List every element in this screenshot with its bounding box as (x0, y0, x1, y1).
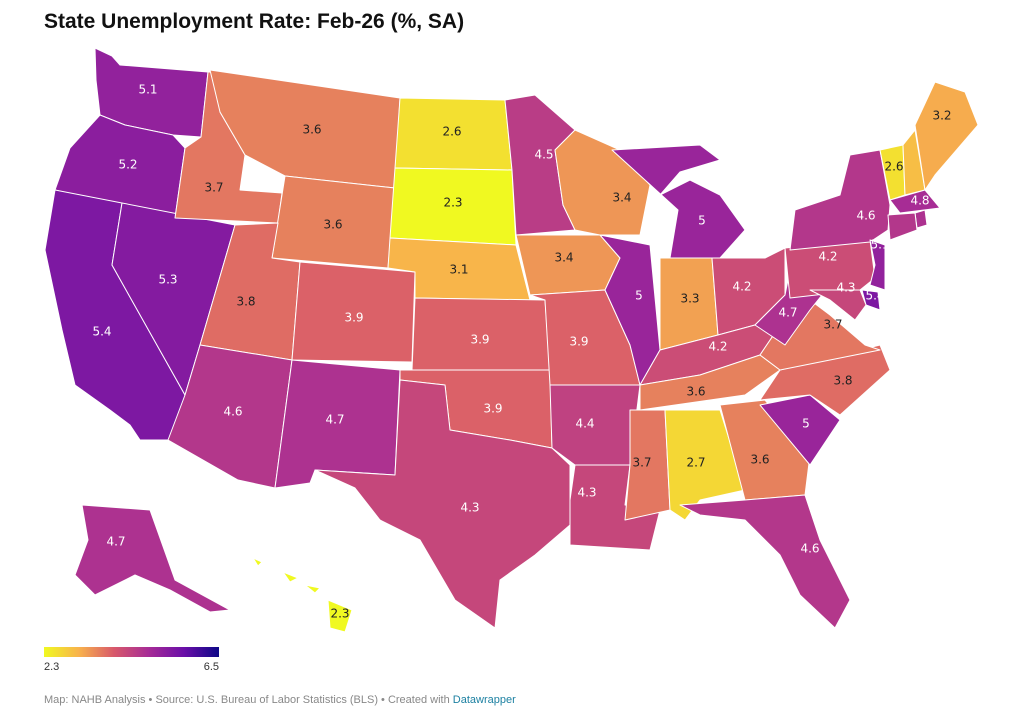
state-value-label-id: 3.7 (204, 181, 223, 195)
state-value-label-il: 5 (635, 289, 643, 303)
state-mi[interactable] (611, 144, 746, 259)
state-value-label-nd: 2.6 (442, 125, 461, 139)
state-value-label-ak: 4.7 (106, 535, 125, 549)
state-value-label-mo: 3.9 (569, 335, 588, 349)
state-value-label-pa: 4.2 (818, 250, 837, 264)
state-al[interactable] (664, 409, 746, 521)
state-value-label-wi: 3.4 (612, 191, 631, 205)
state-ia[interactable] (515, 234, 621, 296)
state-sc[interactable] (759, 394, 841, 466)
state-value-label-wy: 3.6 (323, 218, 342, 232)
state-value-label-fl: 4.6 (800, 542, 819, 556)
state-value-label-ia: 3.4 (554, 251, 573, 265)
state-value-label-ut: 3.8 (236, 295, 255, 309)
state-md[interactable] (809, 289, 867, 321)
state-value-label-ms: 3.7 (632, 456, 651, 470)
state-value-label-ks: 3.9 (470, 333, 489, 347)
state-me[interactable] (914, 81, 979, 191)
state-value-label-wa: 5.1 (138, 83, 157, 97)
state-value-label-az: 4.6 (223, 405, 242, 419)
state-value-label-vt: 2.6 (884, 160, 903, 174)
state-ar[interactable] (549, 384, 641, 466)
state-value-label-tx: 4.3 (460, 501, 479, 515)
state-value-label-ne: 3.1 (449, 263, 468, 277)
state-value-label-wv: 4.7 (778, 306, 797, 320)
state-value-label-ca: 5.4 (92, 325, 111, 339)
state-tx[interactable] (314, 379, 571, 629)
state-value-label-ky: 4.2 (708, 340, 727, 354)
state-value-label-in: 3.3 (680, 292, 699, 306)
state-value-label-va: 3.7 (823, 318, 842, 332)
state-value-label-mi: 5 (698, 214, 706, 228)
source-footer: Map: NAHB Analysis • Source: U.S. Bureau… (44, 694, 516, 706)
state-value-label-or: 5.2 (118, 158, 137, 172)
state-value-label-sd: 2.3 (443, 196, 462, 210)
state-value-label-nm: 4.7 (325, 413, 344, 427)
chart-title: State Unemployment Rate: Feb-26 (%, SA) (44, 10, 465, 33)
state-value-label-md: 4.3 (836, 281, 855, 295)
state-value-label-ny: 4.6 (856, 209, 875, 223)
state-value-label-hi: 2.3 (330, 607, 349, 621)
state-fl[interactable] (679, 494, 851, 629)
color-legend: 2.3 6.5 (44, 647, 219, 673)
legend-gradient-bar (44, 647, 219, 657)
footer-text: Map: NAHB Analysis • Source: U.S. Bureau… (44, 694, 453, 706)
state-value-label-nc: 3.8 (833, 374, 852, 388)
state-il[interactable] (599, 234, 661, 386)
state-ms[interactable] (624, 409, 671, 521)
state-value-label-ok: 3.9 (483, 402, 502, 416)
state-value-label-mn: 4.5 (534, 148, 553, 162)
state-ak[interactable] (74, 504, 231, 613)
state-value-label-nj: 5.1 (870, 238, 889, 252)
state-value-label-me: 3.2 (932, 109, 951, 123)
state-value-label-ga: 3.6 (750, 453, 769, 467)
state-value-label-co: 3.9 (344, 311, 363, 325)
state-value-label-sc: 5 (802, 417, 810, 431)
legend-max-label: 6.5 (203, 661, 219, 673)
state-value-label-al: 2.7 (686, 456, 705, 470)
state-value-label-de: 5.4 (865, 289, 884, 303)
state-value-label-tn: 3.6 (686, 385, 705, 399)
state-value-label-la: 4.3 (577, 486, 596, 500)
us-state-map: 5.1 5.2 5.4 5.3 3.7 3.6 3.6 3.8 4.6 3.9 4.7 2.6 2.3 3… (44, 47, 979, 633)
state-ga[interactable] (719, 399, 811, 501)
state-value-label-nv: 5.3 (158, 273, 177, 287)
state-value-label-ma: 4.8 (910, 194, 929, 208)
state-ny[interactable] (789, 149, 891, 251)
state-ct[interactable] (887, 212, 918, 241)
state-hi[interactable] (252, 557, 353, 633)
legend-min-label: 2.3 (44, 661, 60, 673)
state-ma[interactable] (889, 189, 941, 214)
state-nj[interactable] (869, 239, 886, 291)
datawrapper-link[interactable]: Datawrapper (452, 694, 516, 706)
state-value-label-mt: 3.6 (302, 123, 321, 137)
state-value-label-ar: 4.4 (575, 417, 594, 431)
state-value-label-oh: 4.2 (732, 280, 751, 294)
state-wa[interactable] (94, 47, 209, 138)
